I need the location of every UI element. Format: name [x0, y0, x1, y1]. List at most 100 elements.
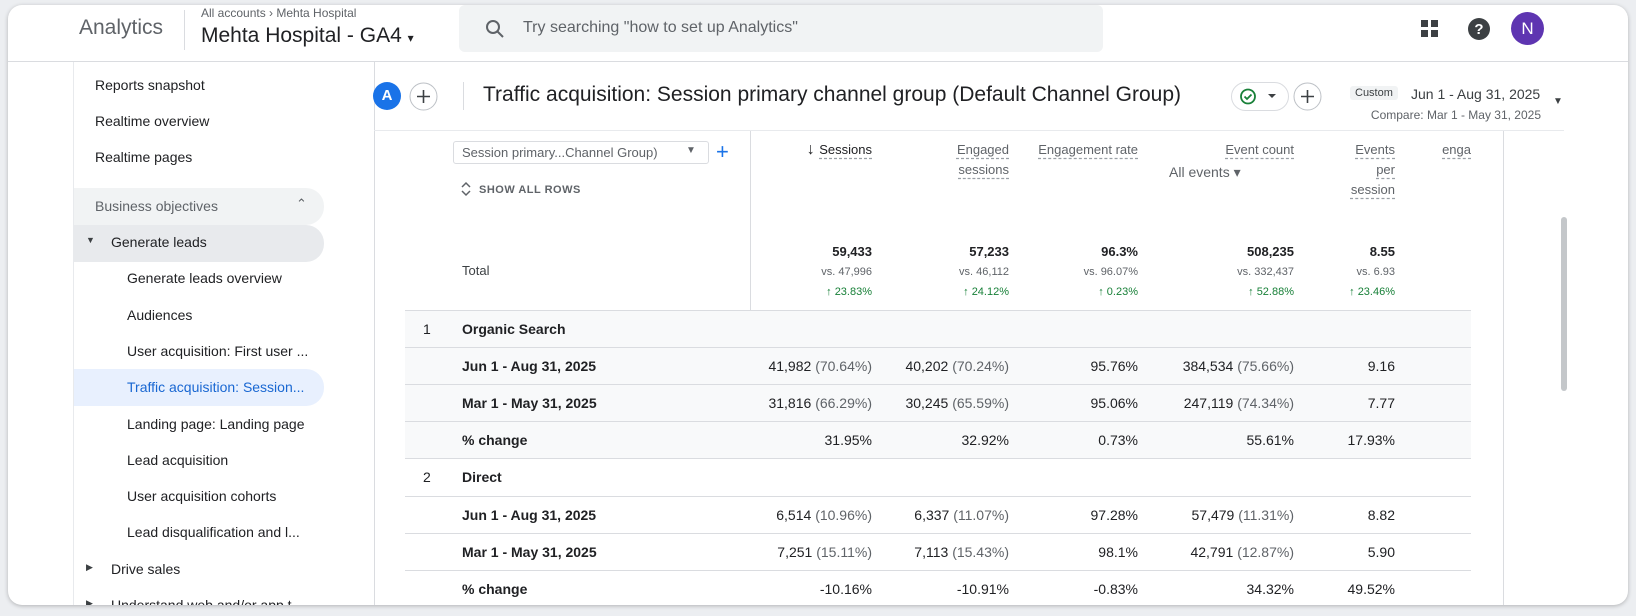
- cell-share: (15.43%): [952, 543, 1009, 560]
- column-header[interactable]: Engaged sessions: [933, 140, 1009, 180]
- cell-share: (70.64%): [815, 358, 872, 375]
- cell-share: (11.07%): [953, 506, 1009, 523]
- column-name[interactable]: Event count: [1225, 142, 1294, 157]
- search-icon: [486, 20, 504, 38]
- cell-value: 7,251: [777, 543, 813, 560]
- row-name[interactable]: Organic Search: [462, 321, 566, 337]
- cell-share: (70.24%): [952, 358, 1009, 375]
- metric-selector[interactable]: All events ▾: [1169, 164, 1241, 180]
- nav-item[interactable]: Generate leads overview: [127, 270, 282, 287]
- add-dimension[interactable]: +: [716, 139, 729, 164]
- cell-value: 384,534: [1182, 358, 1234, 375]
- search-placeholder: Try searching "how to set up Analytics": [523, 19, 798, 36]
- avatar[interactable]: N: [1511, 12, 1544, 45]
- app-window: Analytics All accounts › Mehta Hospital …: [8, 5, 1628, 605]
- total-change: ↑ 23.46%: [1349, 286, 1395, 298]
- cell-share: (15.11%): [816, 543, 872, 560]
- cell: 95.06%: [1091, 395, 1138, 411]
- column-header[interactable]: enga: [1411, 140, 1471, 160]
- cell: 7.77: [1368, 395, 1395, 411]
- cell: 0.73%: [1098, 432, 1138, 448]
- column-name[interactable]: Sessions: [819, 142, 872, 157]
- brand: Analytics: [79, 16, 164, 39]
- row-border: [405, 495, 1471, 497]
- cell: 8.82: [1368, 507, 1395, 523]
- total-change: ↑ 24.12%: [963, 286, 1009, 298]
- cell: 6,337 (11.07%): [914, 507, 1009, 523]
- column-header[interactable]: Events per session: [1339, 140, 1395, 200]
- row-bg: [405, 458, 1471, 605]
- nav-item[interactable]: Realtime pages: [95, 149, 193, 165]
- cell: 31.95%: [825, 432, 872, 448]
- dimension-selector[interactable]: Session primary...Channel Group) ▼: [453, 141, 709, 164]
- cell-share: (75.66%): [1237, 358, 1294, 375]
- cell-value: 97.28%: [1090, 506, 1138, 523]
- cell: 95.76%: [1091, 358, 1138, 374]
- column-header[interactable]: Event count: [1154, 140, 1294, 160]
- cell-value: 8.82: [1367, 506, 1395, 523]
- cell-value: -0.83%: [1093, 580, 1138, 597]
- row-index: 2: [423, 469, 431, 486]
- add-comparison[interactable]: [409, 82, 438, 111]
- column-header[interactable]: Engagement rate: [1038, 140, 1138, 160]
- cell-value: 31.95%: [824, 432, 872, 449]
- nav-item[interactable]: Landing page: Landing page: [127, 415, 305, 432]
- column-name[interactable]: Engagement rate: [1038, 142, 1138, 157]
- apps-icon[interactable]: [1420, 19, 1440, 39]
- cell-value: 34.32%: [1246, 580, 1294, 597]
- breadcrumb[interactable]: All accounts › Mehta Hospital: [201, 6, 357, 20]
- cell-share: (12.87%): [1237, 543, 1294, 560]
- nav-item[interactable]: User acquisition: First user ...: [127, 342, 309, 359]
- expander[interactable]: ▶: [86, 561, 93, 572]
- selected-bg: [74, 369, 324, 407]
- nav-item[interactable]: Lead disqualification and l...: [127, 524, 300, 541]
- cell: -10.91%: [957, 581, 1009, 597]
- nav-item[interactable]: Realtime overview: [95, 113, 210, 129]
- status-chip[interactable]: [1231, 82, 1289, 111]
- expander[interactable]: ▶: [86, 598, 93, 605]
- comparison-badge[interactable]: A: [373, 82, 401, 110]
- nav-item[interactable]: Lead acquisition: [127, 451, 229, 468]
- date-range[interactable]: Jun 1 - Aug 31, 2025: [1411, 86, 1541, 102]
- section-title[interactable]: Business objectives: [95, 198, 218, 214]
- column-header[interactable]: ↓ Sessions: [806, 141, 872, 158]
- nav-group[interactable]: Understand web and/or app t: [111, 597, 292, 605]
- column-name[interactable]: Engaged sessions: [956, 142, 1009, 177]
- collapse-icon[interactable]: ⌃: [296, 196, 307, 211]
- date-dropdown[interactable]: ▼: [1553, 96, 1563, 107]
- cell: -0.83%: [1094, 581, 1138, 597]
- property-selector[interactable]: Mehta Hospital - GA4 ▾: [201, 24, 414, 47]
- nav-group[interactable]: Generate leads: [111, 234, 207, 250]
- total-value: 96.3%: [1101, 244, 1138, 259]
- nav-item[interactable]: User acquisition cohorts: [127, 488, 277, 505]
- total-compare: vs. 96.07%: [1083, 266, 1138, 278]
- nav-item[interactable]: Audiences: [127, 306, 193, 323]
- nav-item[interactable]: Reports snapshot: [95, 77, 205, 93]
- cell-value: 7.77: [1367, 395, 1395, 412]
- search-box[interactable]: Try searching "how to set up Analytics": [459, 5, 1103, 52]
- toolbar-divider: [374, 130, 1564, 131]
- nav-item[interactable]: Traffic acquisition: Session...: [127, 379, 305, 396]
- row-border: [405, 384, 1471, 386]
- row-name[interactable]: Direct: [462, 469, 502, 486]
- cell-share: (11.31%): [1238, 506, 1294, 523]
- change-value: 52.88%: [1256, 286, 1294, 298]
- cell-share: (74.34%): [1237, 395, 1294, 412]
- column-name[interactable]: enga: [1442, 142, 1471, 157]
- breadcrumb-item[interactable]: Mehta Hospital: [276, 6, 357, 20]
- nav-group[interactable]: Drive sales: [111, 560, 181, 577]
- cell: 49.52%: [1348, 581, 1395, 597]
- breadcrumb-item[interactable]: All accounts: [201, 6, 266, 20]
- expander[interactable]: ▼: [86, 235, 95, 245]
- cell: 7,251 (15.11%): [777, 544, 872, 560]
- show-all-rows[interactable]: SHOW ALL ROWS: [479, 184, 581, 196]
- group-bg: [74, 225, 324, 262]
- help-icon[interactable]: ?: [1467, 17, 1491, 41]
- cell: 55.61%: [1247, 432, 1294, 448]
- total-label: Total: [462, 263, 490, 278]
- column-name[interactable]: Events per session: [1350, 142, 1395, 197]
- add-button[interactable]: [1293, 82, 1322, 111]
- scrollbar[interactable]: [1561, 217, 1567, 391]
- cell-value: 6,337: [914, 506, 950, 523]
- cell-share: (10.96%): [815, 506, 872, 523]
